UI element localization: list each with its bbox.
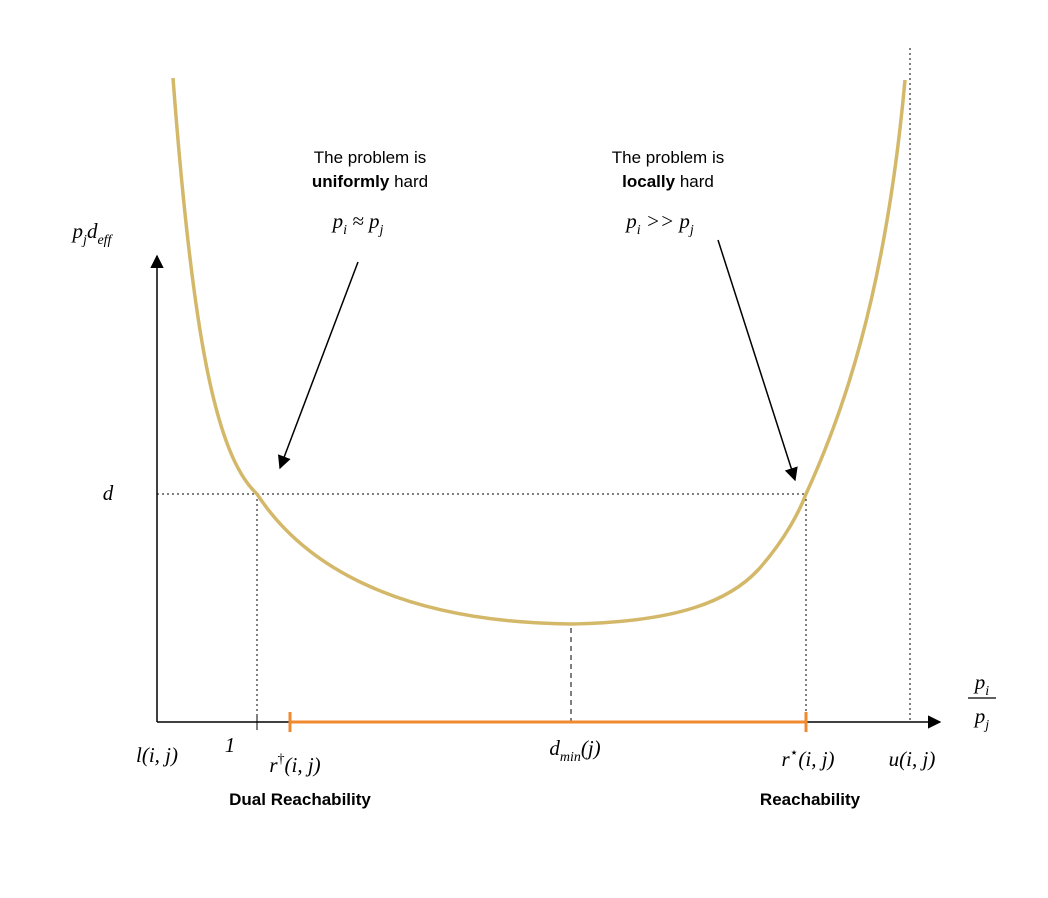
x-label: l(i, j)	[136, 743, 178, 767]
x-label: r†(i, j)	[269, 752, 320, 777]
math-text: r	[781, 747, 790, 771]
annotation-text: hard	[394, 172, 428, 191]
math-text: ≈	[347, 209, 369, 233]
math-subscript: j	[983, 718, 989, 733]
y-axis-label: pjdeff	[71, 219, 114, 248]
math-subscript: i	[343, 223, 347, 238]
x-label: r⋆(i, j)	[781, 746, 834, 771]
x-label: 1	[225, 733, 236, 757]
math-text: d	[103, 481, 114, 505]
x-axis-denominator: pj	[973, 704, 990, 733]
annotation-text: The problem is	[314, 148, 426, 167]
math-text: d	[87, 219, 98, 243]
math-subscript: i	[637, 223, 641, 238]
curve	[171, 77, 907, 626]
math-superscript: ⋆	[790, 746, 799, 761]
x-label: u(i, j)	[889, 747, 936, 771]
math-subscript: min	[560, 750, 581, 765]
level-label: d	[103, 481, 114, 505]
math-text: p	[331, 209, 344, 233]
math-subscript: j	[378, 223, 384, 238]
annotation-formula: pi ≈ pj	[331, 209, 384, 238]
math-text: (j)	[581, 736, 601, 760]
math-text: p	[624, 209, 637, 233]
math-text: p	[973, 670, 986, 694]
annotation-text: locally hard	[622, 172, 714, 191]
math-superscript: †	[278, 752, 285, 767]
math-text: 1	[225, 733, 236, 757]
x-axis-numerator: pi	[973, 670, 990, 699]
annotation-bold: locally	[622, 172, 675, 191]
math-text: l(i, j)	[136, 743, 178, 767]
math-subscript: i	[985, 684, 989, 699]
math-text: d	[549, 736, 560, 760]
math-text: p	[973, 704, 986, 728]
math-subscript: eff	[97, 233, 113, 248]
annotation-text: The problem is	[612, 148, 724, 167]
math-subscript: j	[81, 233, 87, 248]
math-text: >>	[641, 209, 680, 233]
math-text: r	[269, 753, 278, 777]
math-text: p	[367, 209, 380, 233]
math-text: (i, j)	[798, 747, 834, 771]
annotation-formula: pi >> pj	[624, 209, 694, 238]
math-text: p	[71, 219, 84, 243]
math-text: (i, j)	[285, 753, 321, 777]
math-text: p	[677, 209, 690, 233]
annotation-arrow	[717, 239, 798, 482]
annotation-arrow	[277, 261, 359, 470]
region-label: Reachability	[760, 790, 861, 809]
annotation-bold: uniformly	[312, 172, 390, 191]
annotation-text: uniformly hard	[312, 172, 428, 191]
annotation-text: hard	[680, 172, 714, 191]
region-label: Dual Reachability	[229, 790, 371, 809]
math-subscript: j	[688, 223, 694, 238]
x-label: dmin(j)	[549, 736, 600, 765]
math-text: u(i, j)	[889, 747, 936, 771]
